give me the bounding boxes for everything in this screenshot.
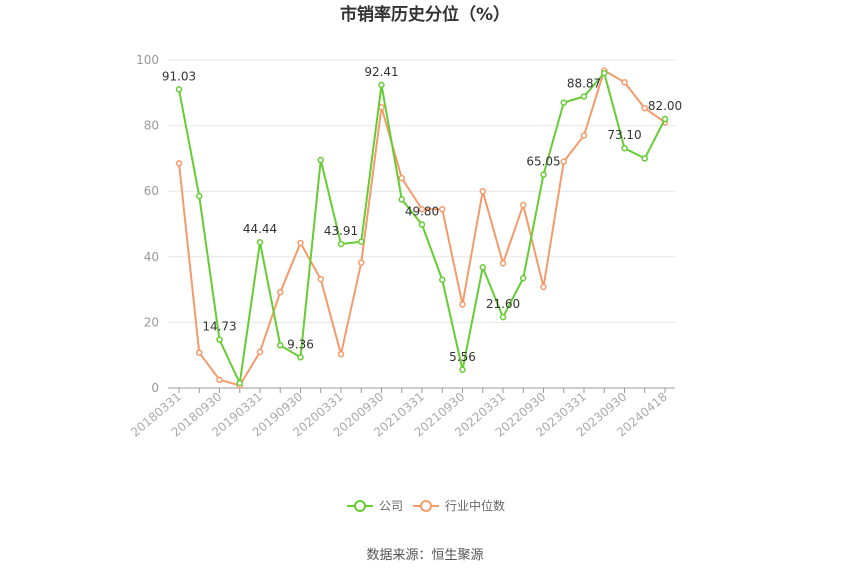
data-point-company	[560, 99, 567, 106]
legend[interactable]: 公司 行业中位数	[347, 498, 505, 513]
data-label: 49.80	[405, 205, 439, 219]
data-point-company	[196, 192, 203, 200]
data-point-industry	[216, 376, 223, 384]
data-point-industry	[418, 205, 426, 213]
data-point-company	[439, 276, 446, 284]
data-point-industry	[358, 259, 365, 266]
data-point-company	[459, 366, 466, 374]
data-point-industry	[459, 301, 466, 308]
data-point-industry	[621, 79, 628, 86]
data-point-industry	[439, 205, 446, 213]
data-point-industry	[175, 160, 183, 167]
y-tick-label: 100	[136, 53, 159, 67]
legend-marker-company	[354, 500, 366, 512]
data-point-industry	[297, 239, 304, 247]
data-label: 88.87	[567, 77, 601, 91]
data-point-company	[398, 196, 405, 203]
data-point-company	[216, 336, 223, 343]
data-point-industry	[520, 201, 527, 209]
chart-title: 市销率历史分位（%）	[340, 4, 510, 25]
data-point-company	[499, 313, 507, 321]
data-label: 5.56	[449, 350, 476, 364]
data-point-company	[337, 240, 345, 248]
data-point-industry	[317, 275, 324, 283]
data-point-industry	[499, 260, 507, 267]
data-point-company	[520, 274, 527, 282]
data-point-industry	[540, 283, 547, 291]
legend-label-company: 公司	[379, 499, 403, 513]
axes: 0204060801002018033120180930201903312019…	[128, 53, 675, 440]
data-point-company	[175, 86, 183, 93]
data-point-company	[418, 221, 426, 228]
data-labels: 91.03 14.73 44.44 9.36 43.91 92.41 49.80 5.56 21…	[162, 65, 682, 364]
data-point-company	[601, 69, 608, 77]
data-point-industry	[277, 288, 284, 296]
data-label: 73.10	[607, 128, 641, 142]
data-point-industry	[479, 187, 486, 195]
data-label: 91.03	[162, 69, 196, 83]
data-point-company	[256, 238, 264, 246]
series-lines	[175, 67, 669, 389]
legend-label-industry: 行业中位数	[445, 498, 505, 513]
data-point-industry	[641, 104, 648, 112]
data-point-company	[580, 93, 588, 100]
y-tick-label: 0	[151, 381, 159, 395]
data-point-company	[378, 81, 385, 89]
y-tick-label: 40	[144, 250, 159, 264]
data-point-company	[297, 354, 304, 361]
data-point-industry	[337, 350, 345, 358]
data-point-industry	[196, 349, 203, 356]
grid	[168, 59, 675, 323]
y-tick-label: 60	[144, 184, 159, 198]
data-point-company	[661, 115, 669, 123]
data-label: 9.36	[287, 337, 314, 351]
data-label: 21.60	[486, 297, 520, 311]
data-label: 43.91	[324, 224, 358, 238]
data-point-company	[479, 264, 486, 271]
data-point-industry	[580, 132, 588, 139]
y-tick-label: 20	[144, 315, 159, 329]
data-point-industry	[560, 158, 567, 165]
data-point-industry	[398, 174, 405, 182]
data-point-company	[621, 144, 628, 152]
source-note: 数据来源：恒生聚源	[366, 548, 483, 563]
data-label: 65.05	[526, 155, 560, 169]
data-label: 92.41	[364, 65, 398, 79]
legend-item-company[interactable]: 公司	[347, 499, 403, 513]
data-point-company	[277, 342, 284, 349]
data-point-company	[358, 238, 365, 245]
data-point-company	[641, 155, 648, 162]
data-label: 44.44	[243, 222, 277, 236]
data-label: 82.00	[648, 99, 682, 113]
legend-marker-industry	[420, 500, 432, 512]
data-point-company	[317, 156, 324, 164]
data-label: 14.73	[202, 320, 236, 334]
data-point-company	[540, 171, 547, 178]
data-point-industry	[256, 348, 264, 356]
data-point-company	[236, 379, 243, 387]
y-tick-label: 80	[144, 119, 159, 133]
legend-item-industry-median[interactable]: 行业中位数	[413, 498, 505, 513]
